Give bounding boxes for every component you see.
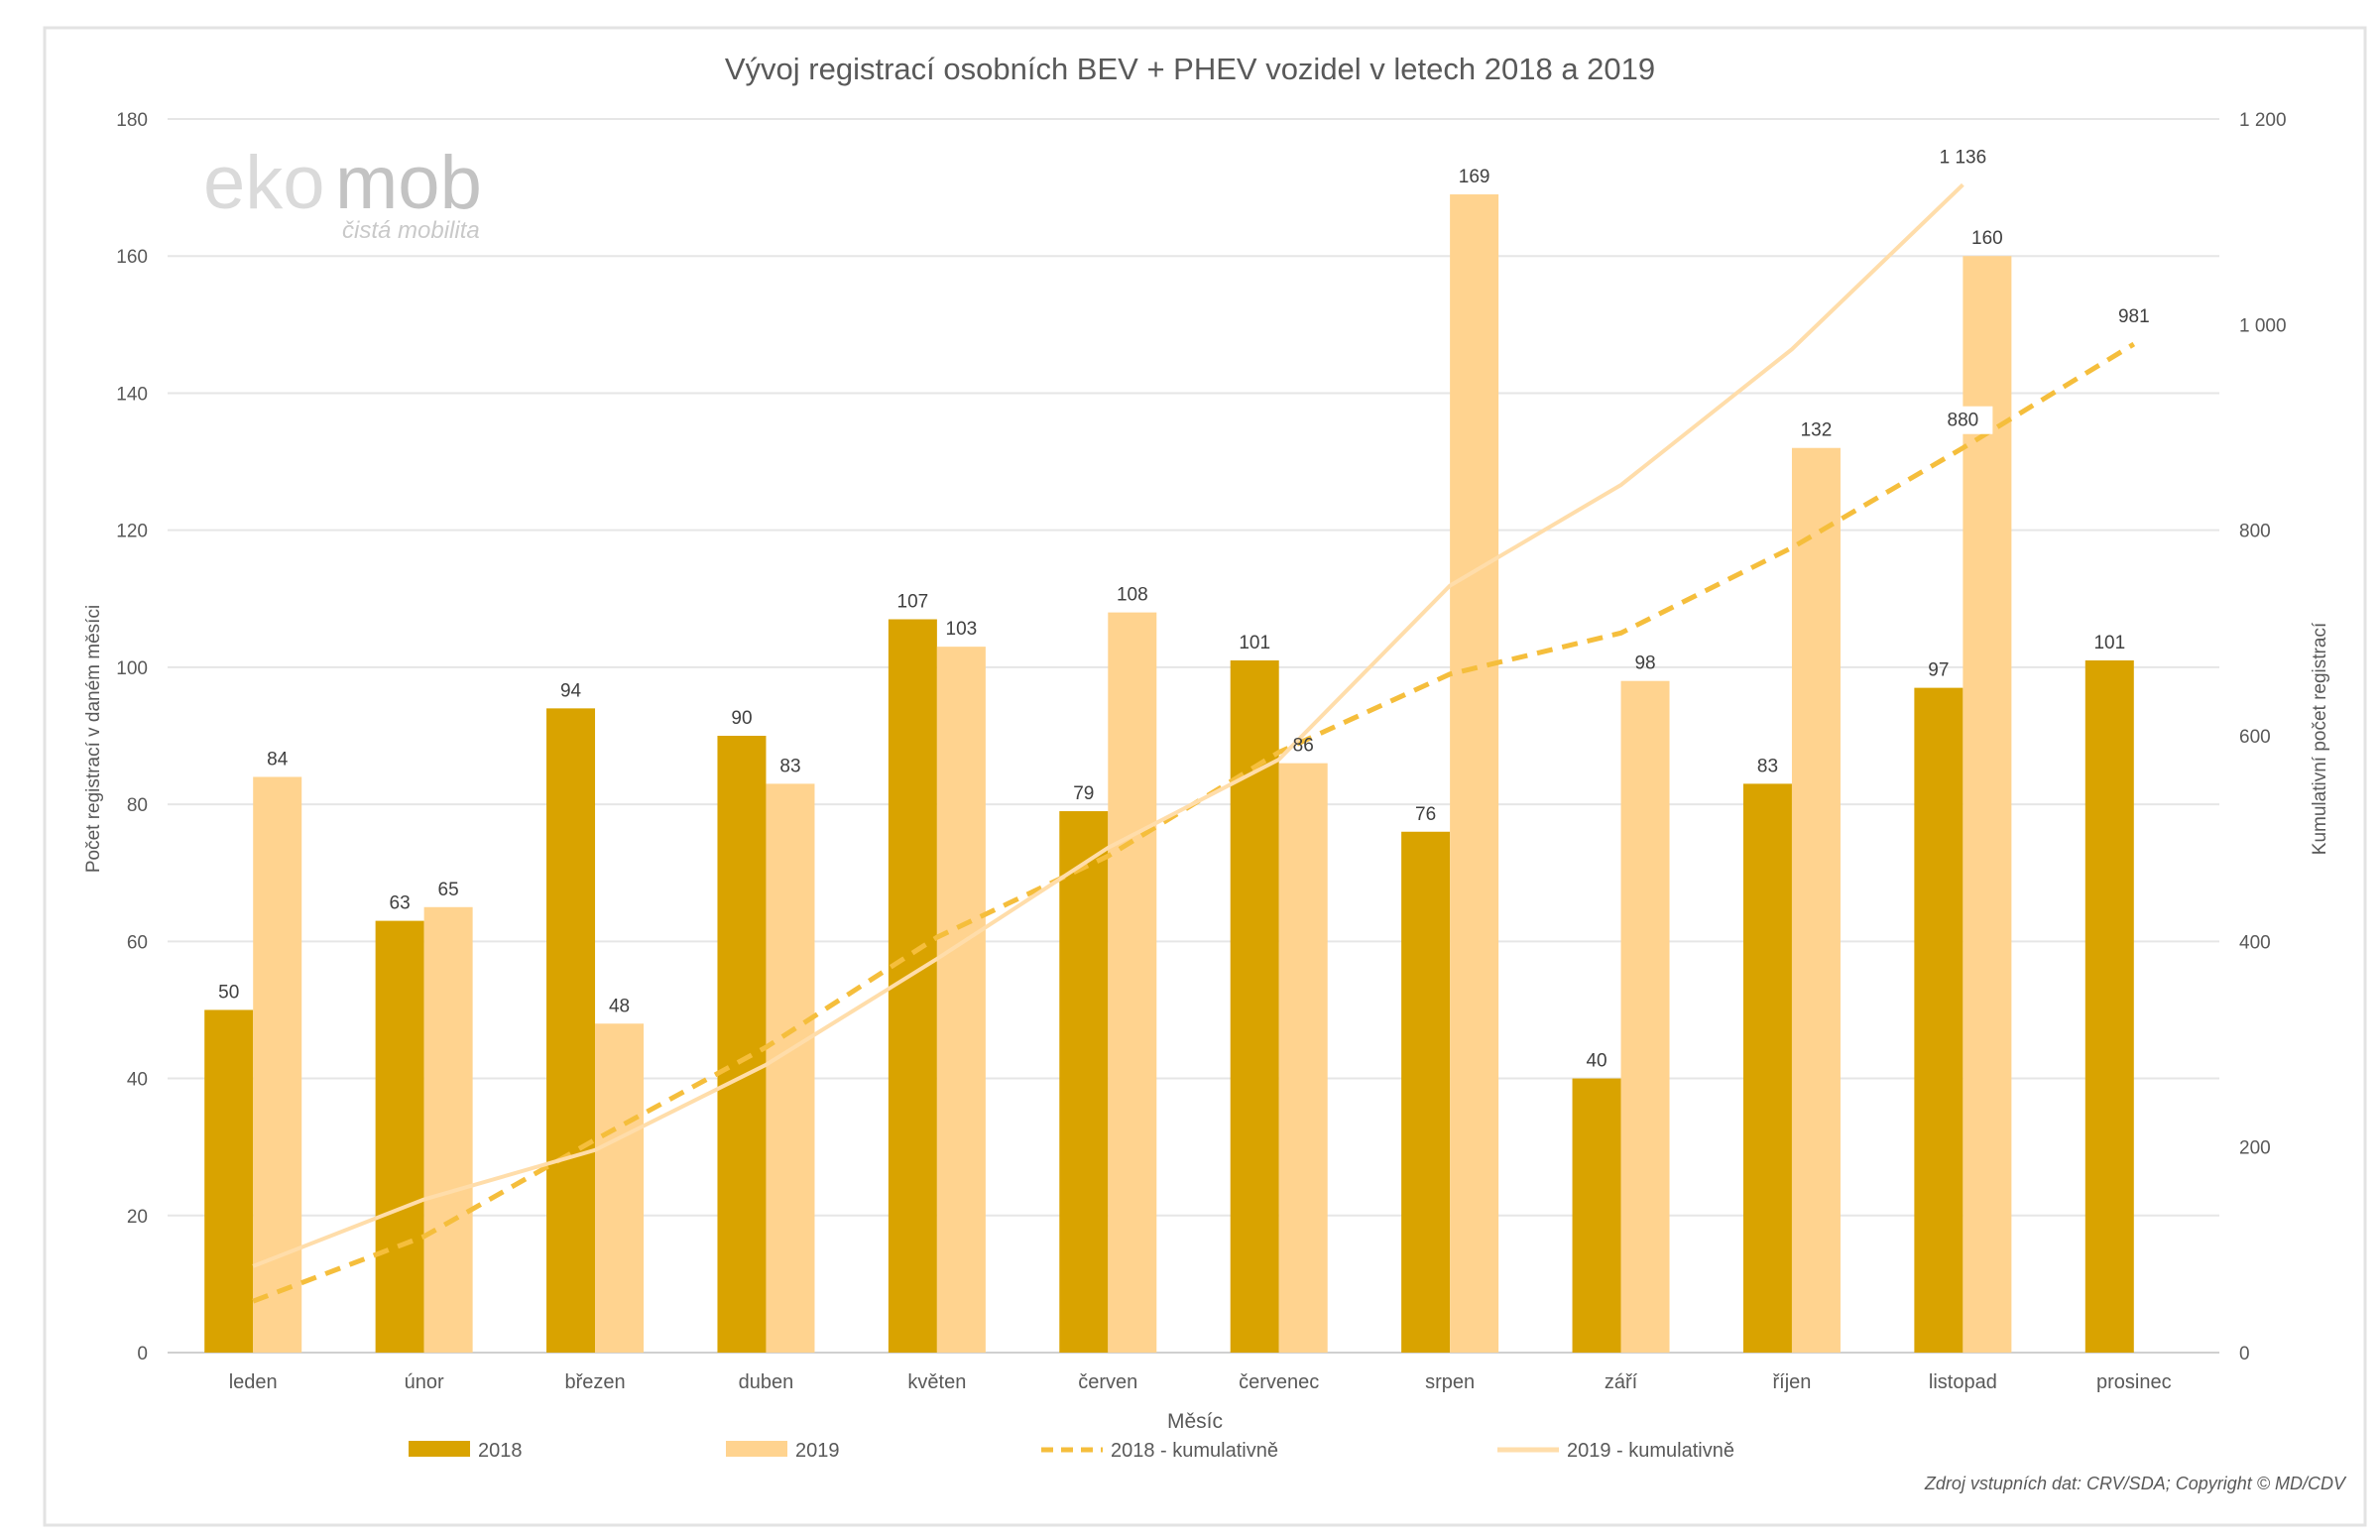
y-tick-label: 60	[127, 932, 148, 953]
bar-2019-květen	[936, 647, 986, 1353]
chart-title: Vývoj registrací osobních BEV + PHEV voz…	[725, 52, 1655, 86]
x-tick-label: červenec	[1239, 1371, 1319, 1393]
legend-label: 2019 - kumulativně	[1567, 1440, 1734, 1462]
bar-value-label: 65	[438, 880, 459, 900]
bar-value-label: 84	[267, 749, 289, 770]
line-value-label: 1 136	[1940, 147, 1987, 168]
y-tick-label: 80	[127, 795, 148, 816]
bar-value-label: 107	[897, 592, 929, 613]
bar-value-label: 83	[1757, 756, 1778, 776]
y2-tick-label: 1 000	[2239, 315, 2287, 336]
y-tick-label: 100	[116, 658, 148, 679]
line-label-bg	[2103, 302, 2164, 331]
y2-tick-label: 600	[2239, 727, 2271, 748]
bar-2019-únor	[423, 906, 473, 1353]
bar-2018-září	[1572, 1078, 1621, 1353]
y-tick-label: 180	[116, 110, 148, 131]
bar-value-label: 160	[1971, 228, 2003, 249]
bar-2019-leden	[253, 776, 302, 1353]
x-tick-label: březen	[564, 1371, 625, 1393]
y-tick-label: 40	[127, 1070, 148, 1091]
x-tick-label: prosinec	[2096, 1371, 2172, 1393]
logo-wordmark-mob: mob	[335, 141, 482, 225]
bar-value-label: 101	[1239, 633, 1270, 653]
bar-2018-listopad	[1914, 687, 1964, 1353]
bar-2019-březen	[595, 1023, 645, 1353]
x-axis-title: Měsíc	[1167, 1410, 1223, 1433]
bar-2019-červenec	[1278, 763, 1328, 1353]
legend-label: 2018	[478, 1440, 523, 1462]
x-tick-label: únor	[405, 1371, 444, 1393]
bar-value-label: 132	[1801, 420, 1833, 441]
x-tick-label: srpen	[1425, 1371, 1475, 1393]
source-note: Zdroj vstupních dat: CRV/SDA; Copyright …	[1924, 1474, 2347, 1493]
bar-2018-červen	[1059, 811, 1109, 1353]
bar-2018-prosinec	[2084, 659, 2134, 1353]
bar-value-label: 76	[1415, 804, 1436, 825]
bar-value-label: 101	[2093, 633, 2125, 653]
bar-value-label: 63	[390, 893, 411, 914]
bar-value-label: 50	[218, 982, 239, 1003]
bar-2018-březen	[546, 708, 596, 1353]
legend-swatch	[409, 1441, 470, 1457]
line-label-bg	[1933, 143, 1993, 172]
x-tick-label: říjen	[1773, 1371, 1812, 1393]
legend-label: 2018 - kumulativně	[1111, 1440, 1278, 1462]
bar-value-label: 169	[1459, 167, 1490, 187]
x-tick-label: září	[1605, 1371, 1638, 1393]
y-tick-label: 0	[137, 1344, 148, 1364]
logo: eko mob čistá mobilita	[203, 141, 482, 244]
y2-tick-label: 800	[2239, 522, 2271, 542]
bar-2018-říjen	[1742, 783, 1792, 1353]
bar-value-label: 103	[946, 619, 978, 640]
bar-2019-duben	[766, 783, 815, 1353]
line-2019 - kumulativně	[252, 182, 1964, 1268]
bar-value-label: 79	[1073, 783, 1094, 804]
y2-axis-title: Kumulativní počet registrací	[2310, 622, 2330, 855]
y-axis-title: Počet registrací v daném měsíci	[83, 605, 104, 873]
bar-value-label: 48	[609, 996, 630, 1016]
legend-swatch	[726, 1441, 787, 1457]
bar-value-label: 83	[779, 756, 800, 776]
x-tick-label: leden	[229, 1371, 278, 1393]
line-value-label: 880	[1948, 411, 1979, 431]
y2-tick-label: 400	[2239, 932, 2271, 953]
bar-value-label: 40	[1586, 1051, 1606, 1072]
line-value-label: 981	[2118, 306, 2150, 327]
bar-2018-srpen	[1401, 831, 1451, 1353]
y-tick-label: 20	[127, 1207, 148, 1228]
bar-2018-únor	[375, 920, 424, 1353]
bar-value-label: 97	[1928, 660, 1949, 681]
y2-tick-label: 200	[2239, 1138, 2271, 1159]
logo-tagline: čistá mobilita	[342, 217, 480, 244]
line-label-bg	[1933, 406, 1993, 434]
logo-wordmark: eko	[203, 141, 325, 225]
bar-2019-listopad	[1963, 256, 2012, 1354]
bar-value-label: 94	[560, 680, 582, 701]
y-tick-label: 140	[116, 384, 148, 405]
y-tick-label: 160	[116, 247, 148, 268]
bar-2018-duben	[717, 736, 767, 1353]
bar-2019-září	[1620, 680, 1670, 1353]
bar-2019-říjen	[1791, 447, 1841, 1353]
bar-2018-leden	[204, 1009, 254, 1353]
bar-value-label: 86	[1293, 736, 1314, 757]
x-tick-label: květen	[907, 1371, 966, 1393]
x-tick-label: duben	[739, 1371, 794, 1393]
y2-tick-label: 1 200	[2239, 110, 2287, 131]
y-tick-label: 120	[116, 522, 148, 542]
y2-tick-label: 0	[2239, 1344, 2250, 1364]
bar-value-label: 98	[1634, 653, 1655, 674]
bar-2019-srpen	[1450, 194, 1499, 1353]
bar-value-label: 108	[1117, 585, 1148, 606]
bar-value-label: 90	[731, 708, 752, 729]
x-tick-label: listopad	[1929, 1371, 1997, 1393]
bar-2019-červen	[1108, 612, 1157, 1353]
legend-label: 2019	[795, 1440, 840, 1462]
x-tick-label: červen	[1078, 1371, 1137, 1393]
